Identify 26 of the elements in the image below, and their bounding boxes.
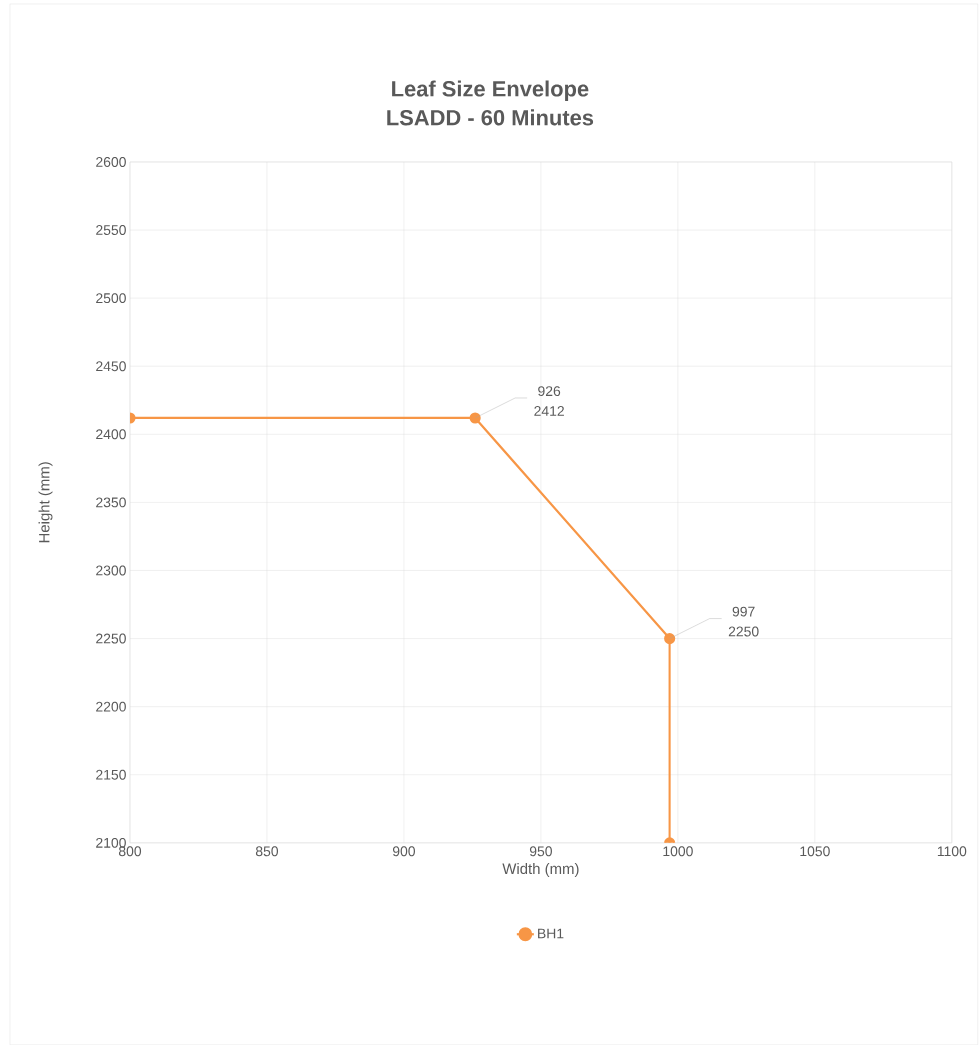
- x-tick-label: 800: [119, 846, 142, 857]
- x-tick-label: 1000: [663, 846, 693, 857]
- y-tick-label: 2150: [96, 769, 127, 780]
- chart-title: Leaf Size Envelope: [392, 80, 589, 101]
- x-tick-label: 950: [530, 846, 553, 857]
- x-tick-label: 850: [256, 846, 279, 857]
- y-tick-label: 2450: [96, 361, 127, 372]
- y-tick-label: 2200: [96, 701, 127, 712]
- y-tick-label: 2600: [96, 157, 127, 167]
- y-tick-label: 2100: [96, 837, 127, 848]
- data-label: 997 2250: [728, 606, 759, 637]
- x-tick-label: 900: [393, 846, 416, 857]
- data-label: 926 2412: [534, 386, 565, 416]
- y-axis-title: Height (mm): [38, 462, 53, 543]
- y-tick-label: 2500: [96, 293, 127, 304]
- point: [664, 632, 676, 645]
- x-axis-title: Width (mm): [502, 863, 579, 877]
- y-tick-label: 2550: [96, 225, 127, 235]
- y-tick-label: 2250: [96, 633, 127, 644]
- y-tick-label: 2300: [96, 565, 127, 576]
- y-tick-label: 2350: [96, 497, 127, 508]
- legend-label: BH1: [538, 928, 564, 939]
- y-tick-label: 2400: [96, 429, 127, 440]
- x-tick-label: 1100: [937, 846, 967, 857]
- chart-subtitle: LSADD - 60 Minutes: [387, 109, 594, 126]
- x-tick-label: 1050: [800, 846, 830, 857]
